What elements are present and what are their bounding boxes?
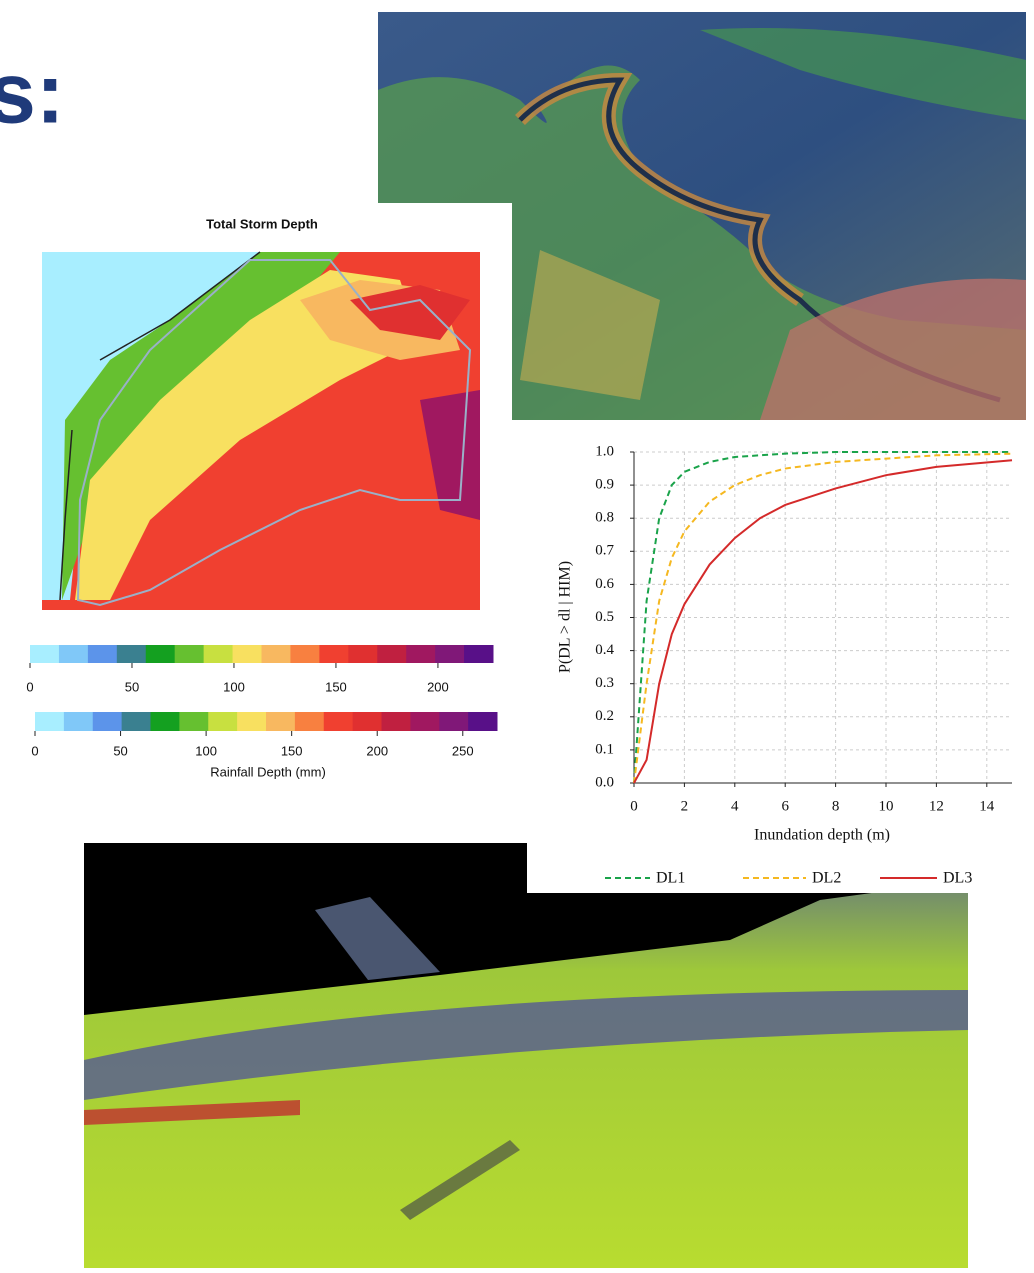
colorbar-tick-label: 200 — [427, 679, 449, 694]
y-axis-label: P(DL > dl | HIM) — [557, 561, 574, 673]
colorbar-tick-label: 100 — [195, 743, 217, 758]
colorbar-tick-label: 250 — [452, 743, 474, 758]
y-tick-label: 0.9 — [595, 477, 614, 493]
colorbar-swatch — [290, 645, 319, 663]
colorbar-swatch — [35, 712, 64, 731]
storm-map: Total Storm Depth — [20, 203, 512, 800]
colorbar-swatch — [117, 645, 146, 663]
colorbar-swatch — [208, 712, 237, 731]
colorbar-swatch — [262, 645, 291, 663]
colorbar-swatch — [59, 645, 88, 663]
y-tick-label: 0.0 — [595, 774, 614, 790]
heading: s: — [0, 46, 64, 142]
colorbar-swatch — [179, 712, 208, 731]
colorbar-tick-label: 150 — [325, 679, 347, 694]
x-tick-label: 8 — [832, 798, 840, 814]
colorbar-tick-label: 150 — [281, 743, 303, 758]
x-tick-label: 4 — [731, 798, 739, 814]
colorbar-swatch — [146, 645, 175, 663]
fragility-chart — [527, 428, 1026, 893]
x-tick-label: 6 — [781, 798, 789, 814]
colorbar-swatch — [64, 712, 93, 731]
y-tick-label: 0.4 — [595, 642, 614, 658]
colorbar-swatch — [237, 712, 266, 731]
colorbar-swatch — [353, 712, 382, 731]
colorbar-swatch — [406, 645, 435, 663]
colorbar-swatch — [435, 645, 464, 663]
colorbar-swatch — [204, 645, 233, 663]
colorbar-swatch — [410, 712, 439, 731]
y-tick-label: 0.1 — [595, 741, 614, 757]
colorbar-swatch — [233, 645, 262, 663]
x-tick-label: 12 — [929, 798, 944, 814]
slide: s: Total Storm Depth 0501001502000501001… — [0, 0, 1034, 1273]
colorbar-tick-label: 0 — [26, 679, 33, 694]
colorbar-tick-label: 200 — [366, 743, 388, 758]
colorbar-swatch — [266, 712, 295, 731]
colorbar-swatch — [295, 712, 324, 731]
colorbar-swatch — [348, 645, 377, 663]
colorbar-swatch — [93, 712, 122, 731]
colorbar-swatch — [175, 645, 204, 663]
y-tick-label: 1.0 — [595, 443, 614, 459]
y-tick-label: 0.7 — [595, 543, 614, 559]
colorbar-tick-label: 50 — [113, 743, 127, 758]
colorbar-swatch — [439, 712, 468, 731]
x-tick-label: 0 — [630, 798, 638, 814]
colorbar-swatch — [88, 645, 117, 663]
y-tick-label: 0.6 — [595, 576, 614, 592]
colorbar-swatch — [151, 712, 180, 731]
colorbar-swatch — [122, 712, 151, 731]
colorbar-swatch — [319, 645, 348, 663]
colorbar-swatch — [377, 645, 406, 663]
colorbar-label: Rainfall Depth (mm) — [210, 764, 326, 779]
map-title: Total Storm Depth — [206, 216, 318, 231]
landuse-image — [84, 843, 968, 1268]
colorbar-swatch — [324, 712, 353, 731]
x-tick-label: 14 — [979, 798, 995, 814]
colorbar-swatch — [468, 712, 497, 731]
colorbar-tick-label: 0 — [31, 743, 38, 758]
legend-label: DL1 — [656, 870, 685, 887]
colorbar-swatch — [464, 645, 493, 663]
colorbar-swatch — [30, 645, 59, 663]
y-tick-label: 0.8 — [595, 510, 614, 526]
legend-label: DL2 — [812, 870, 841, 887]
colorbar-swatch — [382, 712, 411, 731]
y-tick-label: 0.5 — [595, 609, 614, 625]
colorbar-tick-label: 50 — [125, 679, 139, 694]
y-tick-label: 0.3 — [595, 675, 614, 691]
colorbar-tick-label: 100 — [223, 679, 245, 694]
x-axis-label: Inundation depth (m) — [754, 827, 890, 844]
x-tick-label: 2 — [681, 798, 689, 814]
x-tick-label: 10 — [879, 798, 894, 814]
y-tick-label: 0.2 — [595, 708, 614, 724]
legend-label: DL3 — [943, 870, 972, 887]
